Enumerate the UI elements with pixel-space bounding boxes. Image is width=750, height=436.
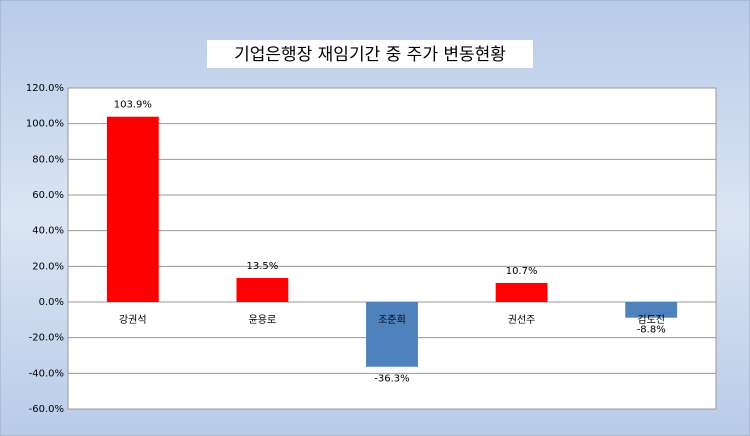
bar: [495, 282, 548, 302]
y-tick-label: 120.0%: [26, 83, 64, 94]
y-tick-label: -60.0%: [29, 404, 64, 415]
x-tick-label: 김도진: [637, 314, 665, 326]
bar: [236, 277, 289, 302]
y-tick-label: 40.0%: [32, 226, 64, 237]
bar: [106, 116, 159, 302]
y-tick-label: -40.0%: [29, 368, 64, 379]
value-label: -36.3%: [374, 374, 409, 385]
y-tick-label: 80.0%: [32, 154, 64, 165]
y-tick-label: 0.0%: [39, 297, 64, 308]
x-tick-label: 윤용로: [249, 314, 277, 326]
y-tick-label: 100.0%: [26, 119, 64, 130]
x-tick-label: 조준희: [378, 314, 406, 326]
x-tick-label: 권선주: [508, 314, 536, 326]
bar: [366, 302, 418, 367]
y-tick-label: -20.0%: [29, 333, 64, 344]
bar: [625, 302, 678, 318]
x-tick-label: 강권석: [119, 314, 147, 326]
value-label: 10.7%: [506, 266, 538, 277]
y-tick-label: 60.0%: [32, 190, 64, 201]
value-label: -8.8%: [637, 325, 666, 336]
title-box: [207, 40, 533, 68]
chart-title: 기업은행장 재임기간 중 주가 변동현황: [234, 45, 506, 65]
value-label: 13.5%: [247, 261, 279, 272]
y-tick-label: 20.0%: [32, 261, 64, 272]
value-label: 103.9%: [114, 100, 152, 111]
